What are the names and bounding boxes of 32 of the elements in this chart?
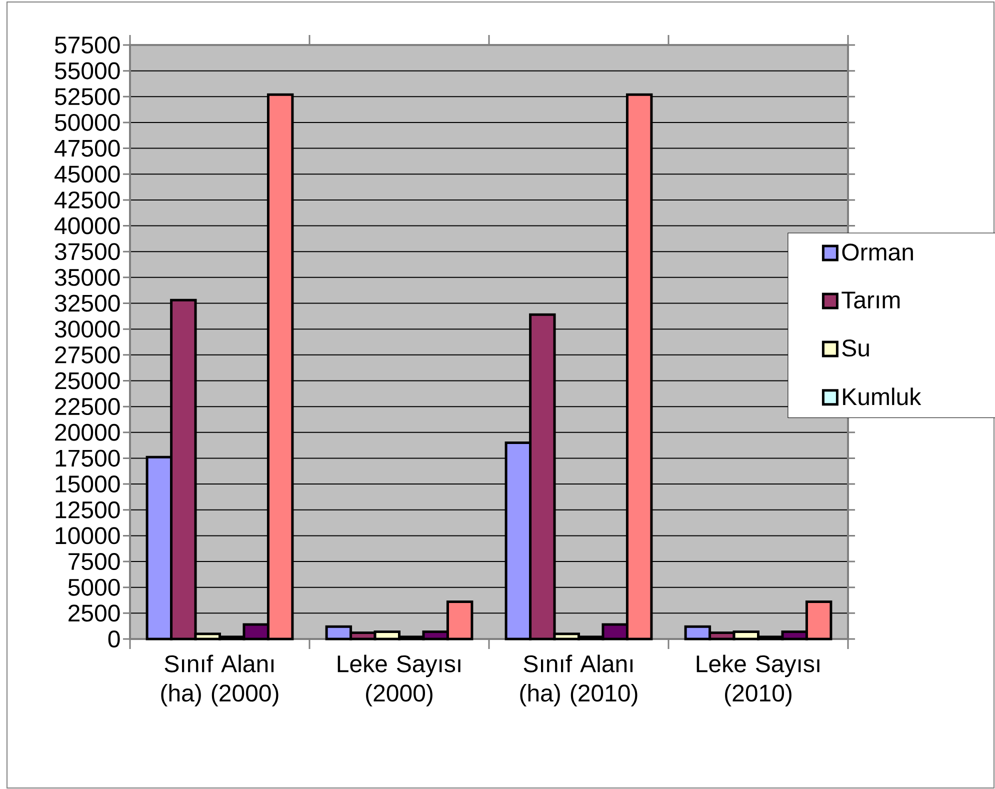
legend-label: Tarım xyxy=(842,292,900,308)
y-tick-label: 55000 xyxy=(54,62,120,80)
x-tick-label: Leke Sayısı (2010) xyxy=(696,654,820,706)
y-tick-label: 35000 xyxy=(54,268,120,286)
x-tick-label: Leke Sayısı (2000) xyxy=(338,654,460,706)
y-tick-label: 7500 xyxy=(68,553,120,570)
y-tick-label: 22500 xyxy=(55,398,120,416)
y-tick-label: 45000 xyxy=(54,166,120,183)
x-tick-label: Sınıf Alanı (ha) (2000) xyxy=(161,654,278,706)
y-tick-label: 50000 xyxy=(54,114,120,131)
y-tick-label: 27500 xyxy=(55,346,120,364)
y-tick-label: 20000 xyxy=(55,424,120,441)
y-tick-label: 15000 xyxy=(56,476,120,493)
y-tick-label: 2500 xyxy=(68,604,120,622)
y-tick-label: 30000 xyxy=(54,320,120,338)
y-tick-label: 5000 xyxy=(68,578,120,596)
y-tick-label: 10000 xyxy=(56,527,120,544)
y-tick-label: 42500 xyxy=(54,191,120,208)
y-tick-label: 40000 xyxy=(54,217,120,234)
y-tick-label: 52500 xyxy=(54,88,120,106)
legend-label: Su xyxy=(842,340,869,357)
y-tick-label: 47500 xyxy=(54,140,120,157)
y-tick-label: 32500 xyxy=(54,294,120,312)
y-tick-label: 37500 xyxy=(54,243,120,260)
x-tick-label: Sınıf Alanı (ha) (2010) xyxy=(520,654,638,706)
y-tick-label: 57500 xyxy=(54,36,120,54)
legend-label: Orman xyxy=(842,244,913,261)
y-tick-label: 0 xyxy=(108,630,120,648)
y-tick-label: 25000 xyxy=(55,372,120,390)
y-tick-label: 17500 xyxy=(56,450,120,467)
y-tick-label: 12500 xyxy=(56,501,120,518)
legend-label: Kumluk xyxy=(843,388,922,406)
